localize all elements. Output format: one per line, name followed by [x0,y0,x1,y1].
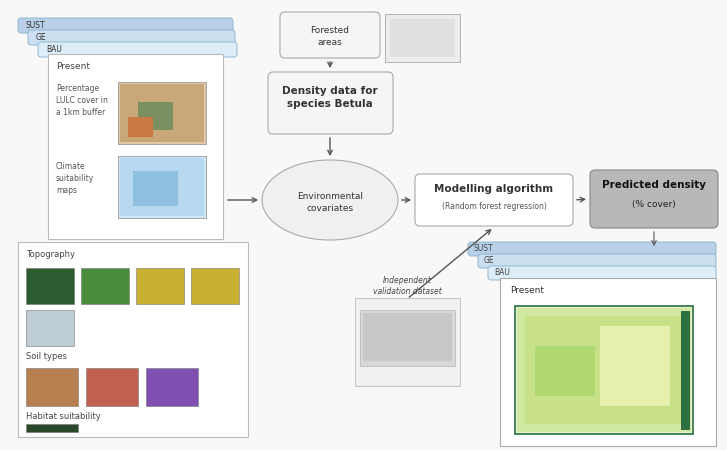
Text: Present: Present [510,286,544,295]
FancyBboxPatch shape [268,72,393,134]
Bar [525,316,683,424]
Text: SUST: SUST [26,21,46,30]
Text: Density data for
species Betula: Density data for species Betula [282,86,378,109]
Text: Soil types: Soil types [26,352,67,361]
Text: Environmental
covariates: Environmental covariates [297,192,363,213]
Bar [81,268,129,304]
Bar [517,308,691,432]
Bar [133,171,178,206]
Text: SUST: SUST [474,244,494,253]
Text: Climate
suitability
maps: Climate suitability maps [56,162,95,194]
Bar [390,19,455,57]
Text: (Random forest regression): (Random forest regression) [441,202,547,211]
Text: GE: GE [36,33,47,42]
FancyBboxPatch shape [18,18,233,33]
Text: Topography: Topography [26,250,75,259]
Bar [146,368,198,406]
Bar [500,278,716,446]
Bar [515,306,693,434]
Text: Habitat suitability: Habitat suitability [26,412,101,421]
Text: GE: GE [484,256,494,265]
Text: (% cover): (% cover) [632,200,676,209]
FancyBboxPatch shape [590,170,718,228]
Text: Percentage
LULC cover in
a 1km buffer: Percentage LULC cover in a 1km buffer [56,84,108,117]
Text: Modelling algorithm: Modelling algorithm [435,184,553,194]
Ellipse shape [262,160,398,240]
Bar [86,368,138,406]
Bar [48,54,223,239]
Bar [118,156,206,218]
Bar [26,310,74,346]
Text: Forested
areas: Forested areas [310,26,350,47]
Bar [600,326,670,406]
Text: BAU: BAU [494,268,510,277]
Bar [136,268,184,304]
Text: Present: Present [56,62,90,71]
Bar [360,310,455,366]
FancyBboxPatch shape [488,266,716,280]
Bar [120,84,204,142]
Bar [26,368,78,406]
Bar [138,102,173,130]
Text: Predicted density: Predicted density [602,180,706,190]
Bar [118,82,206,144]
FancyBboxPatch shape [415,174,573,226]
Bar [535,346,595,396]
Bar [26,268,74,304]
Text: BAU: BAU [46,45,62,54]
Bar [128,117,153,137]
Bar [191,268,239,304]
Bar [120,158,204,216]
Bar [681,311,689,429]
FancyBboxPatch shape [38,42,237,57]
Bar [363,313,452,361]
Bar [26,424,78,432]
FancyBboxPatch shape [468,242,716,256]
Bar [18,242,248,437]
FancyBboxPatch shape [280,12,380,58]
Bar [385,14,460,62]
FancyBboxPatch shape [28,30,235,45]
FancyBboxPatch shape [478,254,716,268]
Text: Independent
validation dataset: Independent validation dataset [373,276,441,296]
Bar [355,298,460,386]
